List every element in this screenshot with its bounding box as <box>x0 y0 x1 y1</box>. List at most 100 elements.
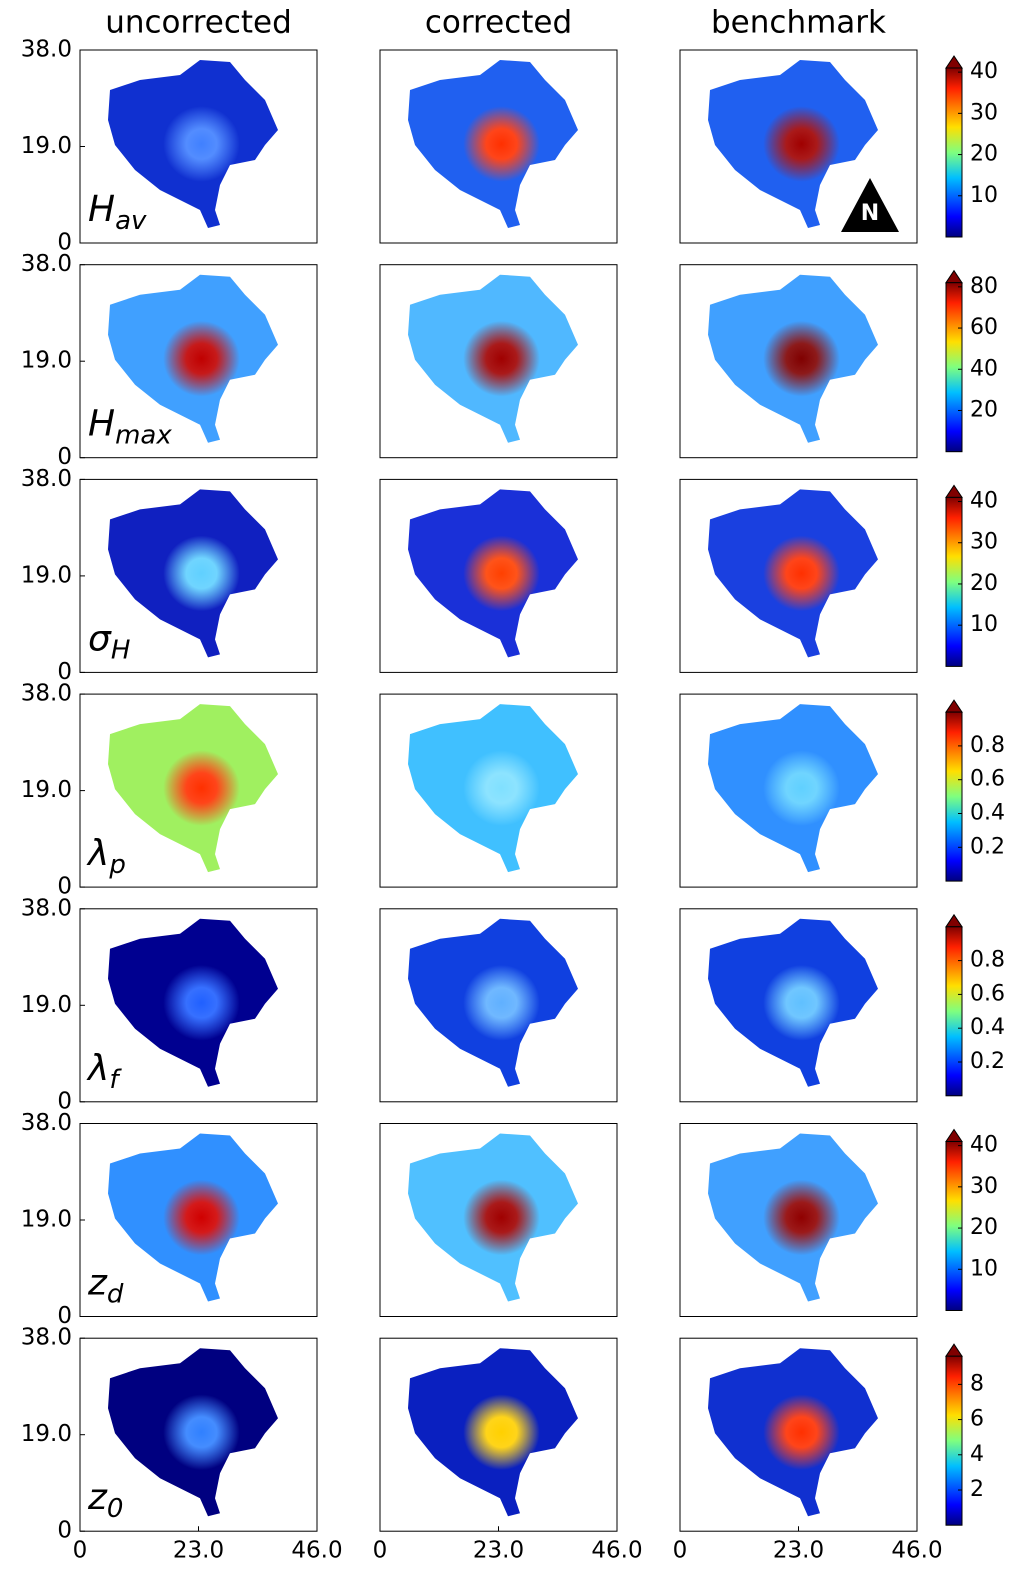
row-label: Hmax <box>88 404 172 451</box>
map <box>108 1348 278 1517</box>
row-label: λp <box>86 833 126 880</box>
y-tick-label: 0 <box>57 659 72 685</box>
colorbar-tick-label: 10 <box>970 183 998 208</box>
x-tick-label: 46.0 <box>591 1538 642 1564</box>
colorbar <box>945 926 963 1097</box>
row-symbol: λ <box>86 833 109 874</box>
colorbar-extend <box>945 1343 963 1357</box>
colorbar <box>945 1355 963 1526</box>
x-tick-label: 0 <box>373 1538 388 1564</box>
y-tick-label: 19.0 <box>21 133 72 159</box>
y-tick-label: 0 <box>57 1518 72 1544</box>
north-arrow <box>841 178 899 232</box>
colorbar-tick-label: 0.6 <box>970 981 1005 1006</box>
row-symbol: λ <box>86 1048 109 1089</box>
y-tick-label: 38.0 <box>21 251 72 277</box>
y-tick-label: 38.0 <box>21 681 72 707</box>
x-tick-label: 0 <box>673 1538 688 1564</box>
y-tick-label: 19.0 <box>21 562 72 588</box>
map <box>708 1348 878 1517</box>
colorbar-tick-label: 20 <box>970 397 998 422</box>
x-tick-label: 23.0 <box>473 1538 524 1564</box>
colorbar-extend <box>945 913 963 928</box>
map <box>708 1133 878 1302</box>
y-tick-label: 38.0 <box>21 895 72 921</box>
colorbar-tick-label: 80 <box>970 274 998 299</box>
row-subscript: p <box>108 850 126 880</box>
row-symbol: z <box>87 1263 108 1304</box>
colorbar-tick-label: 0.6 <box>970 767 1005 792</box>
x-tick-label: 46.0 <box>291 1538 342 1564</box>
colorbar-tick-label: 20 <box>970 1215 998 1240</box>
colorbar-tick-label: 30 <box>970 530 998 555</box>
colorbar <box>945 1141 963 1311</box>
map <box>408 489 578 658</box>
colorbar-tick-label: 60 <box>970 315 998 340</box>
colorbar-tick-label: 40 <box>970 1133 998 1158</box>
colorbar-tick-label: 10 <box>970 612 998 637</box>
x-tick-label: 46.0 <box>891 1538 942 1564</box>
colorbar-tick-label: 4 <box>970 1442 984 1467</box>
colorbar <box>945 67 963 238</box>
colorbar-tick-label: 6 <box>970 1407 984 1432</box>
colorbar-extend <box>945 699 963 713</box>
colorbar-extend <box>945 269 963 284</box>
map <box>408 918 578 1087</box>
y-tick-label: 0 <box>57 444 72 470</box>
colorbar-tick-label: 40 <box>970 59 998 84</box>
map <box>708 60 878 228</box>
colorbar-tick-label: 0.8 <box>970 733 1005 758</box>
colorbar-tick-label: 30 <box>970 1174 998 1199</box>
north-label: N <box>861 201 879 226</box>
y-tick-label: 38.0 <box>21 37 72 63</box>
map <box>708 489 878 658</box>
colorbar-tick-label: 20 <box>970 142 998 167</box>
row-symbol: z <box>87 1477 108 1518</box>
y-tick-label: 0 <box>57 1088 72 1114</box>
row-symbol: H <box>88 404 115 445</box>
row-subscript: max <box>115 420 172 450</box>
colorbar-tick-label: 0.8 <box>970 948 1005 973</box>
map <box>408 1348 578 1517</box>
colorbar-tick-label: 2 <box>970 1477 984 1502</box>
map <box>708 918 878 1087</box>
row-label: Hav <box>88 189 147 236</box>
x-tick-label: 23.0 <box>773 1538 824 1564</box>
map <box>108 489 278 658</box>
colorbar-tick-label: 20 <box>970 571 998 596</box>
row-label: zd <box>87 1263 124 1310</box>
y-tick-label: 38.0 <box>21 466 72 492</box>
row-subscript: 0 <box>107 1494 124 1524</box>
column-title: benchmark <box>711 5 886 41</box>
x-tick-label: 0 <box>73 1538 88 1564</box>
row-subscript: d <box>107 1279 124 1309</box>
colorbar-tick-label: 40 <box>970 356 998 381</box>
row-subscript: H <box>111 635 131 665</box>
colorbar-tick-label: 0.2 <box>970 834 1005 859</box>
colorbar-extend <box>945 484 963 498</box>
y-tick-label: 0 <box>57 874 72 900</box>
y-tick-label: 19.0 <box>21 1207 72 1233</box>
map <box>408 60 578 228</box>
map <box>108 274 278 443</box>
row-label: σH <box>88 618 130 665</box>
map <box>108 1133 278 1302</box>
row-subscript: av <box>115 206 147 236</box>
colorbar-extend <box>945 55 963 69</box>
colorbar-tick-label: 40 <box>970 489 998 514</box>
map <box>108 704 278 873</box>
colorbar-tick-label: 10 <box>970 1256 998 1281</box>
colorbar <box>945 711 963 882</box>
map <box>408 274 578 443</box>
row-symbol: H <box>88 189 115 230</box>
y-tick-label: 38.0 <box>21 1325 72 1351</box>
map <box>708 274 878 443</box>
map <box>108 918 278 1087</box>
row-label: z0 <box>87 1477 123 1524</box>
colorbar <box>945 496 963 667</box>
colorbar-tick-label: 0.4 <box>970 801 1005 826</box>
map <box>108 60 278 228</box>
y-tick-label: 19.0 <box>21 777 72 803</box>
colorbar <box>945 282 963 453</box>
